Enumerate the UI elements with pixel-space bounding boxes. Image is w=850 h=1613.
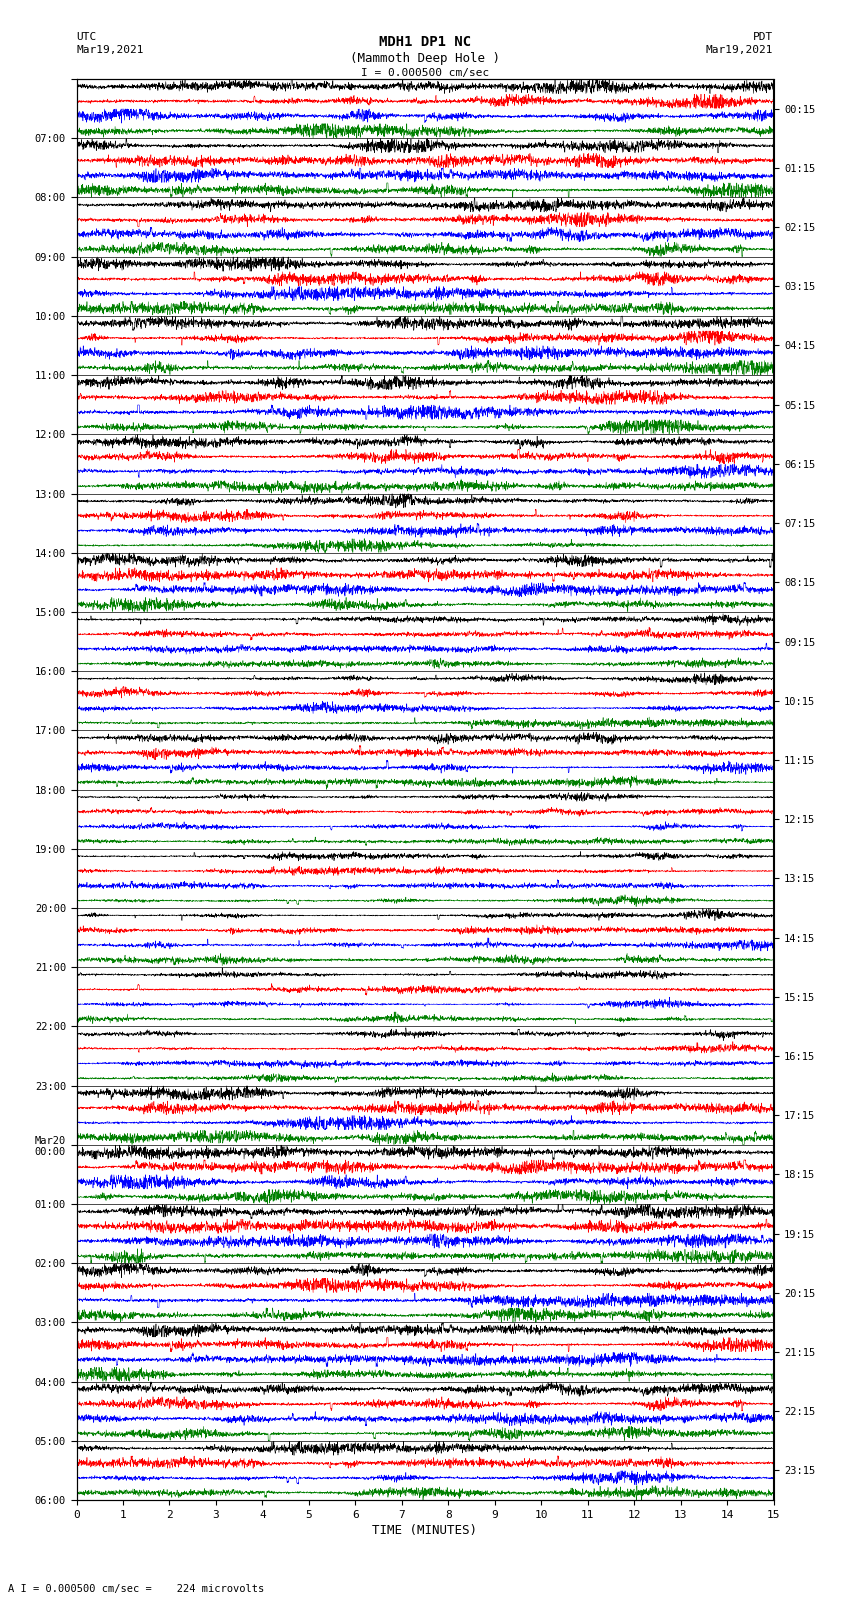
Text: Mar19,2021: Mar19,2021 [76,45,144,55]
Text: PDT: PDT [753,32,774,42]
Text: I = 0.000500 cm/sec: I = 0.000500 cm/sec [361,68,489,77]
X-axis label: TIME (MINUTES): TIME (MINUTES) [372,1524,478,1537]
Text: MDH1 DP1 NC: MDH1 DP1 NC [379,35,471,50]
Text: A I = 0.000500 cm/sec =    224 microvolts: A I = 0.000500 cm/sec = 224 microvolts [8,1584,264,1594]
Text: (Mammoth Deep Hole ): (Mammoth Deep Hole ) [350,52,500,65]
Text: Mar19,2021: Mar19,2021 [706,45,774,55]
Text: UTC: UTC [76,32,97,42]
